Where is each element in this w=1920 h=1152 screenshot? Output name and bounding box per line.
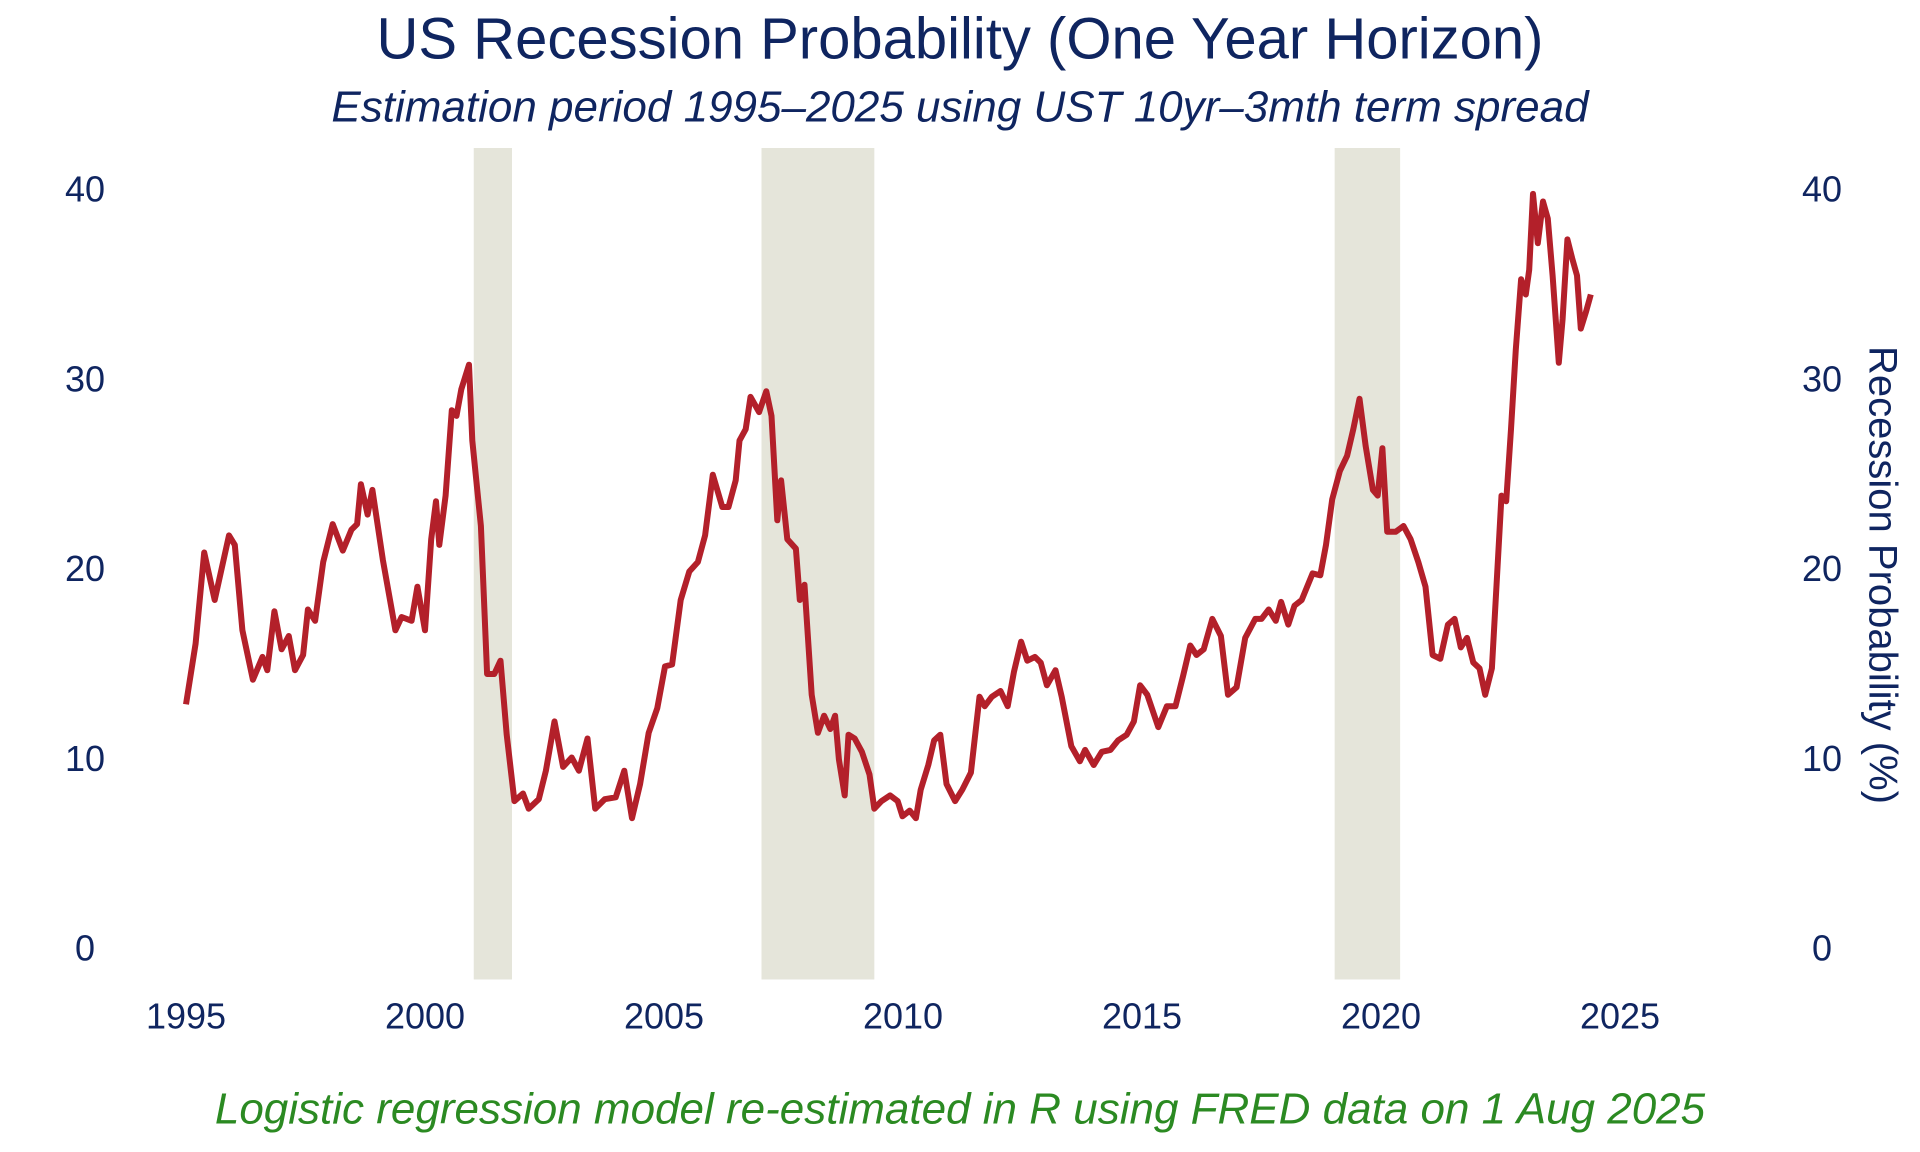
y-tick-label: 20 [65,548,105,589]
y-tick-label: 10 [65,738,105,779]
footnote: Logistic regression model re-estimated i… [215,1085,1706,1134]
x-tick-label: 2010 [863,996,943,1037]
data-line [183,190,1594,822]
y2-tick-label: 10 [1802,738,1842,779]
y2-tick-label: 20 [1802,548,1842,589]
y-tick-label: 30 [65,358,105,399]
chart-subtitle: Estimation period 1995–2025 using UST 10… [331,83,1590,132]
recession-band [761,148,875,980]
y-axis-label: Recession Probability (%) [1860,346,1904,804]
y-tick-label: 0 [75,928,95,969]
chart-title: US Recession Probability (One Year Horiz… [377,6,1544,71]
x-tick-label: 1995 [146,996,226,1037]
x-tick-label: 2015 [1102,996,1182,1037]
y2-tick-label: 30 [1802,358,1842,399]
x-tick-label: 2000 [385,996,465,1037]
x-tick-label: 2020 [1341,996,1421,1037]
x-tick-label: 2025 [1580,996,1660,1037]
recession-band [1334,148,1401,980]
y-tick-label: 40 [65,169,105,210]
y2-tick-label: 0 [1812,928,1832,969]
x-tick-label: 2005 [624,996,704,1037]
y2-tick-label: 40 [1802,169,1842,210]
